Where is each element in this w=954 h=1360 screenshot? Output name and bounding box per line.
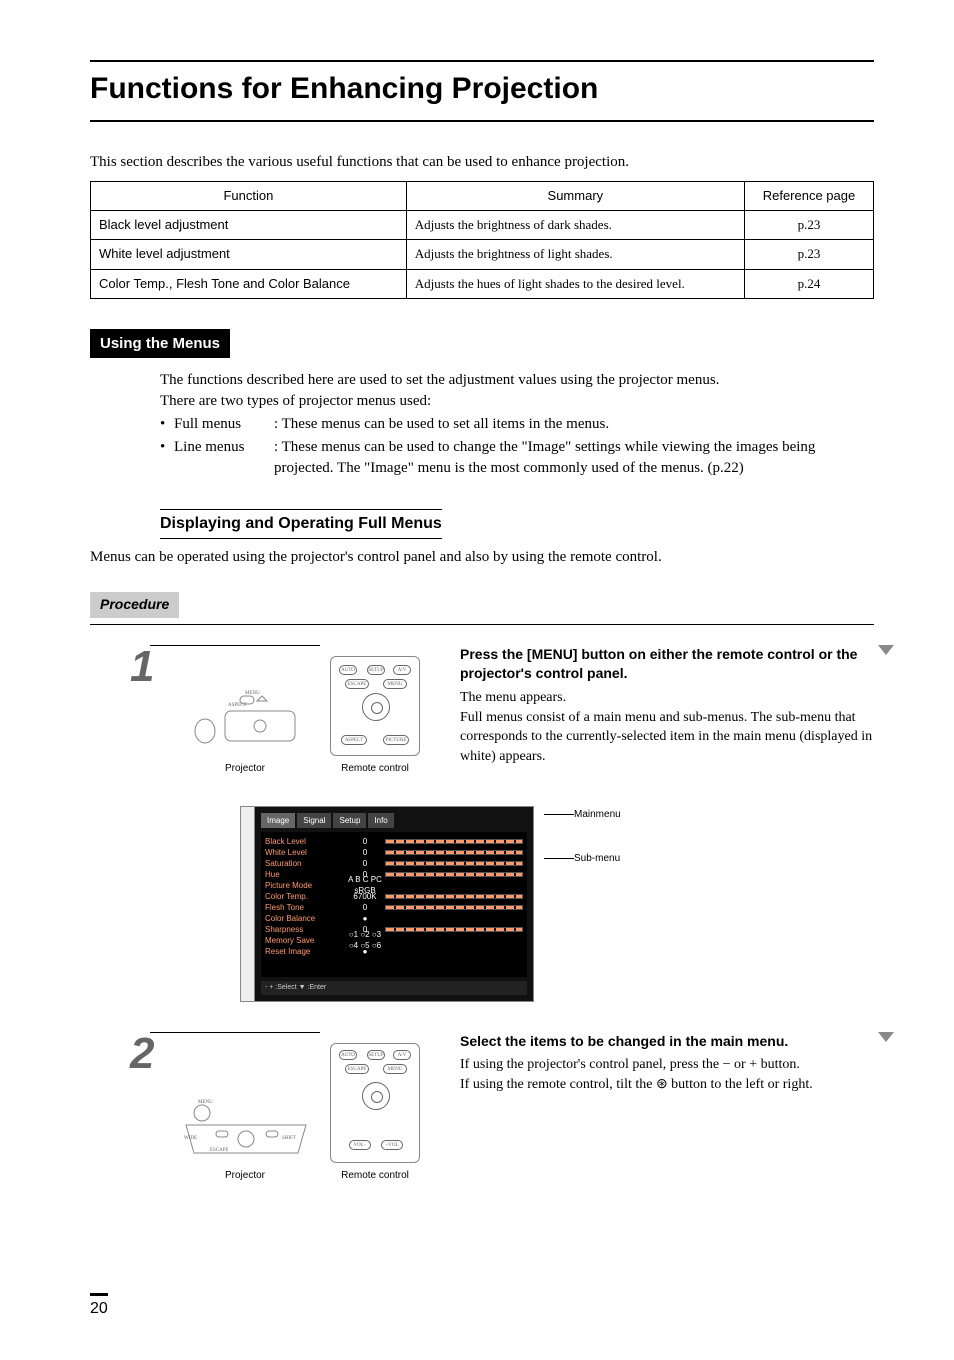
th-ref: Reference page bbox=[744, 182, 873, 211]
menus-p2: There are two types of projector menus u… bbox=[160, 391, 874, 412]
leader-line-icon bbox=[544, 858, 574, 859]
svg-text:ESCAPE: ESCAPE bbox=[210, 1148, 229, 1153]
bullet-text: : These menus can be used to change the … bbox=[274, 437, 874, 479]
step2-head: Select the items to be changed in the ma… bbox=[460, 1032, 874, 1052]
osd-bracket-icon bbox=[240, 806, 254, 1002]
step-rule bbox=[150, 1032, 320, 1033]
step-2: 2 MENU WIDE SHIFT ESCAPE bbox=[90, 1032, 874, 1183]
osd-row: Flesh Tone0 bbox=[265, 902, 523, 913]
bullet-dot-icon: • bbox=[160, 414, 174, 435]
cell-func: Black level adjustment bbox=[91, 211, 407, 240]
osd-row: White Level0 bbox=[265, 847, 523, 858]
intro-text: This section describes the various usefu… bbox=[90, 152, 874, 173]
osd-tabs: Image Signal Setup Info bbox=[261, 813, 527, 828]
cell-summary: Adjusts the hues of light shades to the … bbox=[406, 269, 744, 298]
cell-func: Color Temp., Flesh Tone and Color Balanc… bbox=[91, 269, 407, 298]
subsection-text: Menus can be operated using the projecto… bbox=[90, 547, 874, 568]
leader-line-icon bbox=[544, 814, 574, 815]
step1-body2: Full menus consist of a main menu and su… bbox=[460, 708, 874, 767]
step2-body2: If using the remote control, tilt the ⊛ … bbox=[460, 1075, 874, 1095]
table-row: White level adjustment Adjusts the brigh… bbox=[91, 240, 874, 269]
bullet-line-menus: • Line menus : These menus can be used t… bbox=[160, 437, 874, 479]
table-row: Black level adjustment Adjusts the brigh… bbox=[91, 211, 874, 240]
osd-row: Color Temp.6700K bbox=[265, 891, 523, 902]
menus-p1: The functions described here are used to… bbox=[160, 370, 874, 391]
osd-row: Reset Image● bbox=[265, 946, 523, 957]
step-rule bbox=[150, 645, 320, 646]
osd-screenshot: Image Signal Setup Info Black Level0Whit… bbox=[240, 806, 874, 1002]
page-title: Functions for Enhancing Projection bbox=[90, 60, 874, 122]
cell-summary: Adjusts the brightness of dark shades. bbox=[406, 211, 744, 240]
step-1: 1 ASPECT MENU Projector bbox=[90, 645, 874, 776]
osd-body: Black Level0White Level0Saturation0Hue0P… bbox=[261, 832, 527, 977]
cell-summary: Adjusts the brightness of light shades. bbox=[406, 240, 744, 269]
remote-label: Remote control bbox=[341, 762, 409, 776]
cell-ref: p.23 bbox=[744, 211, 873, 240]
svg-text:WIDE: WIDE bbox=[184, 1136, 197, 1141]
osd-row: Memory Save○1 ○2 ○3 ○4 ○5 ○6 bbox=[265, 935, 523, 946]
step-number: 1 bbox=[90, 645, 140, 689]
osd-tab-setup: Setup bbox=[333, 813, 366, 828]
step-number: 2 bbox=[90, 1032, 140, 1076]
bullet-text: : These menus can be used to set all ite… bbox=[274, 414, 874, 435]
projector-label: Projector bbox=[225, 762, 265, 776]
projector-diagram: ASPECT MENU Projector bbox=[180, 676, 310, 776]
th-function: Function bbox=[91, 182, 407, 211]
cell-ref: p.24 bbox=[744, 269, 873, 298]
svg-text:MENU: MENU bbox=[245, 691, 260, 696]
osd-row: Saturation0 bbox=[265, 858, 523, 869]
projector-diagram: MENU WIDE SHIFT ESCAPE Projector bbox=[180, 1083, 310, 1183]
osd-row: Color Balance● bbox=[265, 913, 523, 924]
svg-text:ASPECT: ASPECT bbox=[228, 703, 247, 708]
remote-diagram: AUTO SETUP A/V ESCAPE MENU VOL− +VOL Rem… bbox=[330, 1043, 420, 1183]
svg-text:MENU: MENU bbox=[198, 1100, 213, 1105]
mainmenu-label: Mainmenu bbox=[574, 808, 621, 822]
bullet-full-menus: • Full menus : These menus can be used t… bbox=[160, 414, 874, 435]
step1-head: Press the [MENU] button on either the re… bbox=[460, 645, 874, 684]
osd-row: Black Level0 bbox=[265, 836, 523, 847]
procedure-rule bbox=[90, 624, 874, 625]
bullet-dot-icon: • bbox=[160, 437, 174, 479]
osd-row: Hue0 bbox=[265, 869, 523, 880]
osd-tab-signal: Signal bbox=[297, 813, 331, 828]
osd-tab-image: Image bbox=[261, 813, 295, 828]
subsection-title: Displaying and Operating Full Menus bbox=[160, 509, 442, 539]
triangle-marker-icon bbox=[878, 1032, 894, 1042]
osd-tab-info: Info bbox=[368, 813, 393, 828]
submenu-label: Sub-menu bbox=[574, 852, 620, 866]
bullet-label: Full menus bbox=[174, 414, 274, 435]
section-using-menus: Using the Menus bbox=[90, 329, 230, 358]
function-table: Function Summary Reference page Black le… bbox=[90, 181, 874, 299]
triangle-marker-icon bbox=[878, 645, 894, 655]
th-summary: Summary bbox=[406, 182, 744, 211]
bullet-label: Line menus bbox=[174, 437, 274, 479]
page-number: 20 bbox=[90, 1293, 108, 1320]
osd-footer: - + :Select ▼ :Enter bbox=[261, 981, 527, 995]
procedure-label: Procedure bbox=[90, 592, 179, 618]
step1-body1: The menu appears. bbox=[460, 688, 874, 708]
cell-ref: p.23 bbox=[744, 240, 873, 269]
step2-body1: If using the projector's control panel, … bbox=[460, 1055, 874, 1075]
svg-text:SHIFT: SHIFT bbox=[282, 1136, 296, 1141]
osd-row: Picture ModeA B C PC sRGB bbox=[265, 880, 523, 891]
remote-label: Remote control bbox=[341, 1169, 409, 1183]
remote-diagram: AUTO SETUP A/V ESCAPE MENU ASPECT PICTUR… bbox=[330, 656, 420, 776]
projector-label: Projector bbox=[225, 1169, 265, 1183]
osd-row: Sharpness0 bbox=[265, 924, 523, 935]
table-row: Color Temp., Flesh Tone and Color Balanc… bbox=[91, 269, 874, 298]
cell-func: White level adjustment bbox=[91, 240, 407, 269]
